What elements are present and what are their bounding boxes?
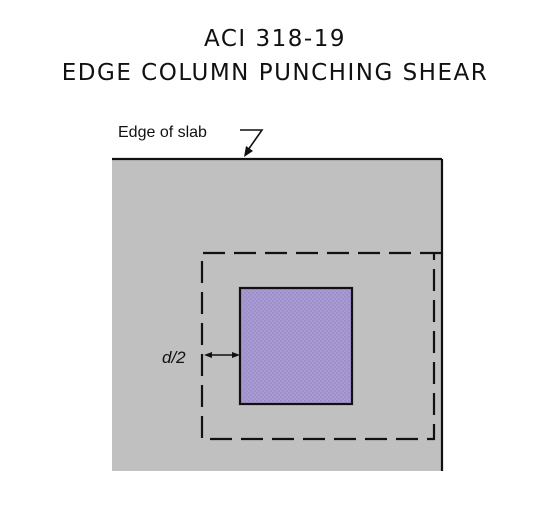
title-line-2: EDGE COLUMN PUNCHING SHEAR <box>61 60 489 86</box>
critical-perimeter <box>200 251 442 441</box>
edge-of-slab-leader <box>240 129 264 157</box>
title-line-1: ACI 318-19 <box>204 26 346 52</box>
d-half-dimension <box>204 352 240 358</box>
edge-of-slab-label: Edge of slab <box>118 124 207 141</box>
column <box>238 286 354 406</box>
d-half-label: d/2 <box>162 348 186 367</box>
